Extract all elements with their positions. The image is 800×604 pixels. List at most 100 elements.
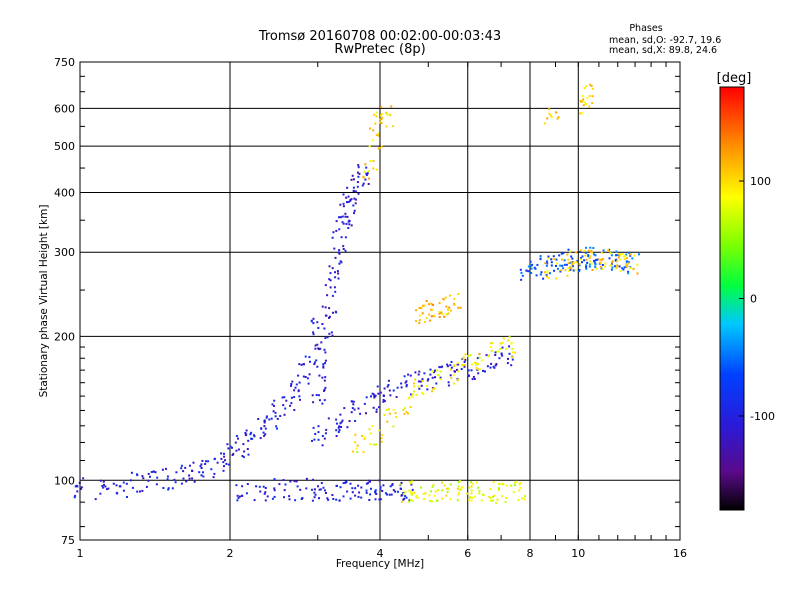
data-point — [338, 228, 341, 231]
data-point — [449, 374, 452, 377]
data-point — [600, 267, 603, 270]
data-point — [378, 146, 381, 149]
data-point — [556, 117, 559, 120]
data-point — [304, 376, 307, 378]
data-point — [390, 105, 393, 108]
data-point — [456, 368, 458, 371]
data-point — [504, 501, 507, 504]
data-point — [282, 479, 285, 481]
data-point — [588, 265, 591, 268]
data-point — [395, 416, 398, 419]
data-point — [476, 357, 479, 360]
data-point — [633, 254, 636, 257]
data-point — [625, 261, 628, 264]
data-point — [471, 496, 473, 499]
data-point — [391, 484, 394, 487]
data-point — [546, 270, 549, 273]
data-point — [580, 249, 583, 252]
data-point — [527, 270, 530, 273]
data-point — [278, 483, 281, 486]
data-point — [298, 363, 301, 366]
data-point — [290, 384, 292, 387]
data-point — [394, 490, 397, 493]
data-point — [626, 262, 629, 265]
data-point — [456, 363, 459, 366]
data-point — [546, 271, 549, 274]
data-point — [76, 490, 79, 493]
data-point — [420, 307, 423, 310]
data-point — [307, 382, 310, 385]
data-point — [517, 499, 520, 501]
data-point — [237, 448, 240, 451]
data-point — [585, 85, 588, 88]
data-point — [379, 486, 382, 488]
data-point — [418, 314, 421, 317]
data-point — [317, 438, 320, 441]
data-point — [264, 499, 267, 502]
data-point — [489, 488, 492, 491]
data-point — [436, 499, 439, 502]
data-point — [603, 265, 606, 268]
data-point — [241, 485, 244, 488]
data-point — [457, 293, 460, 295]
data-point — [136, 474, 139, 477]
data-point — [410, 393, 412, 396]
data-point — [167, 487, 170, 490]
data-point — [152, 470, 155, 473]
y-tick-label: 100 — [54, 474, 75, 487]
data-point — [579, 258, 582, 261]
data-point — [333, 247, 336, 250]
data-point — [317, 394, 320, 397]
stats-heading: Phases — [629, 23, 662, 34]
data-point — [470, 481, 472, 484]
data-point — [79, 487, 82, 490]
data-point — [272, 410, 275, 413]
data-point — [624, 255, 627, 257]
data-point — [369, 443, 372, 446]
data-point — [547, 257, 550, 260]
data-point — [583, 249, 586, 252]
data-point — [189, 464, 191, 467]
data-point — [202, 471, 204, 474]
data-point — [382, 400, 385, 403]
data-point — [473, 378, 476, 380]
data-point — [446, 363, 449, 366]
data-point — [323, 437, 326, 440]
data-point — [418, 387, 421, 390]
data-point — [338, 252, 341, 255]
data-point — [547, 277, 550, 279]
data-point — [527, 265, 530, 268]
data-point — [446, 487, 449, 490]
data-point — [410, 498, 412, 501]
data-point — [508, 352, 511, 355]
data-point — [180, 464, 183, 467]
data-point — [335, 311, 338, 314]
data-point — [174, 481, 177, 484]
data-point — [464, 358, 467, 361]
data-point — [405, 411, 408, 414]
data-point — [360, 496, 363, 499]
data-point — [403, 413, 406, 415]
data-point — [511, 358, 514, 361]
data-point — [276, 427, 278, 430]
data-point — [519, 487, 522, 489]
data-point — [627, 272, 630, 275]
data-point — [505, 347, 508, 350]
data-point — [466, 492, 469, 495]
data-point — [438, 310, 441, 313]
data-point — [476, 368, 479, 371]
x-axis-label: Frequency [MHz] — [336, 558, 424, 570]
data-point — [386, 385, 389, 388]
data-point — [429, 319, 432, 322]
data-point — [560, 269, 563, 272]
y-tick-label: 200 — [54, 330, 75, 343]
data-point — [354, 433, 357, 436]
data-point — [411, 488, 414, 491]
data-point — [449, 483, 452, 486]
data-point — [314, 347, 317, 350]
data-point — [396, 386, 399, 389]
data-point — [347, 195, 350, 198]
data-point — [346, 490, 349, 493]
data-point — [139, 490, 141, 493]
data-point — [289, 404, 292, 407]
